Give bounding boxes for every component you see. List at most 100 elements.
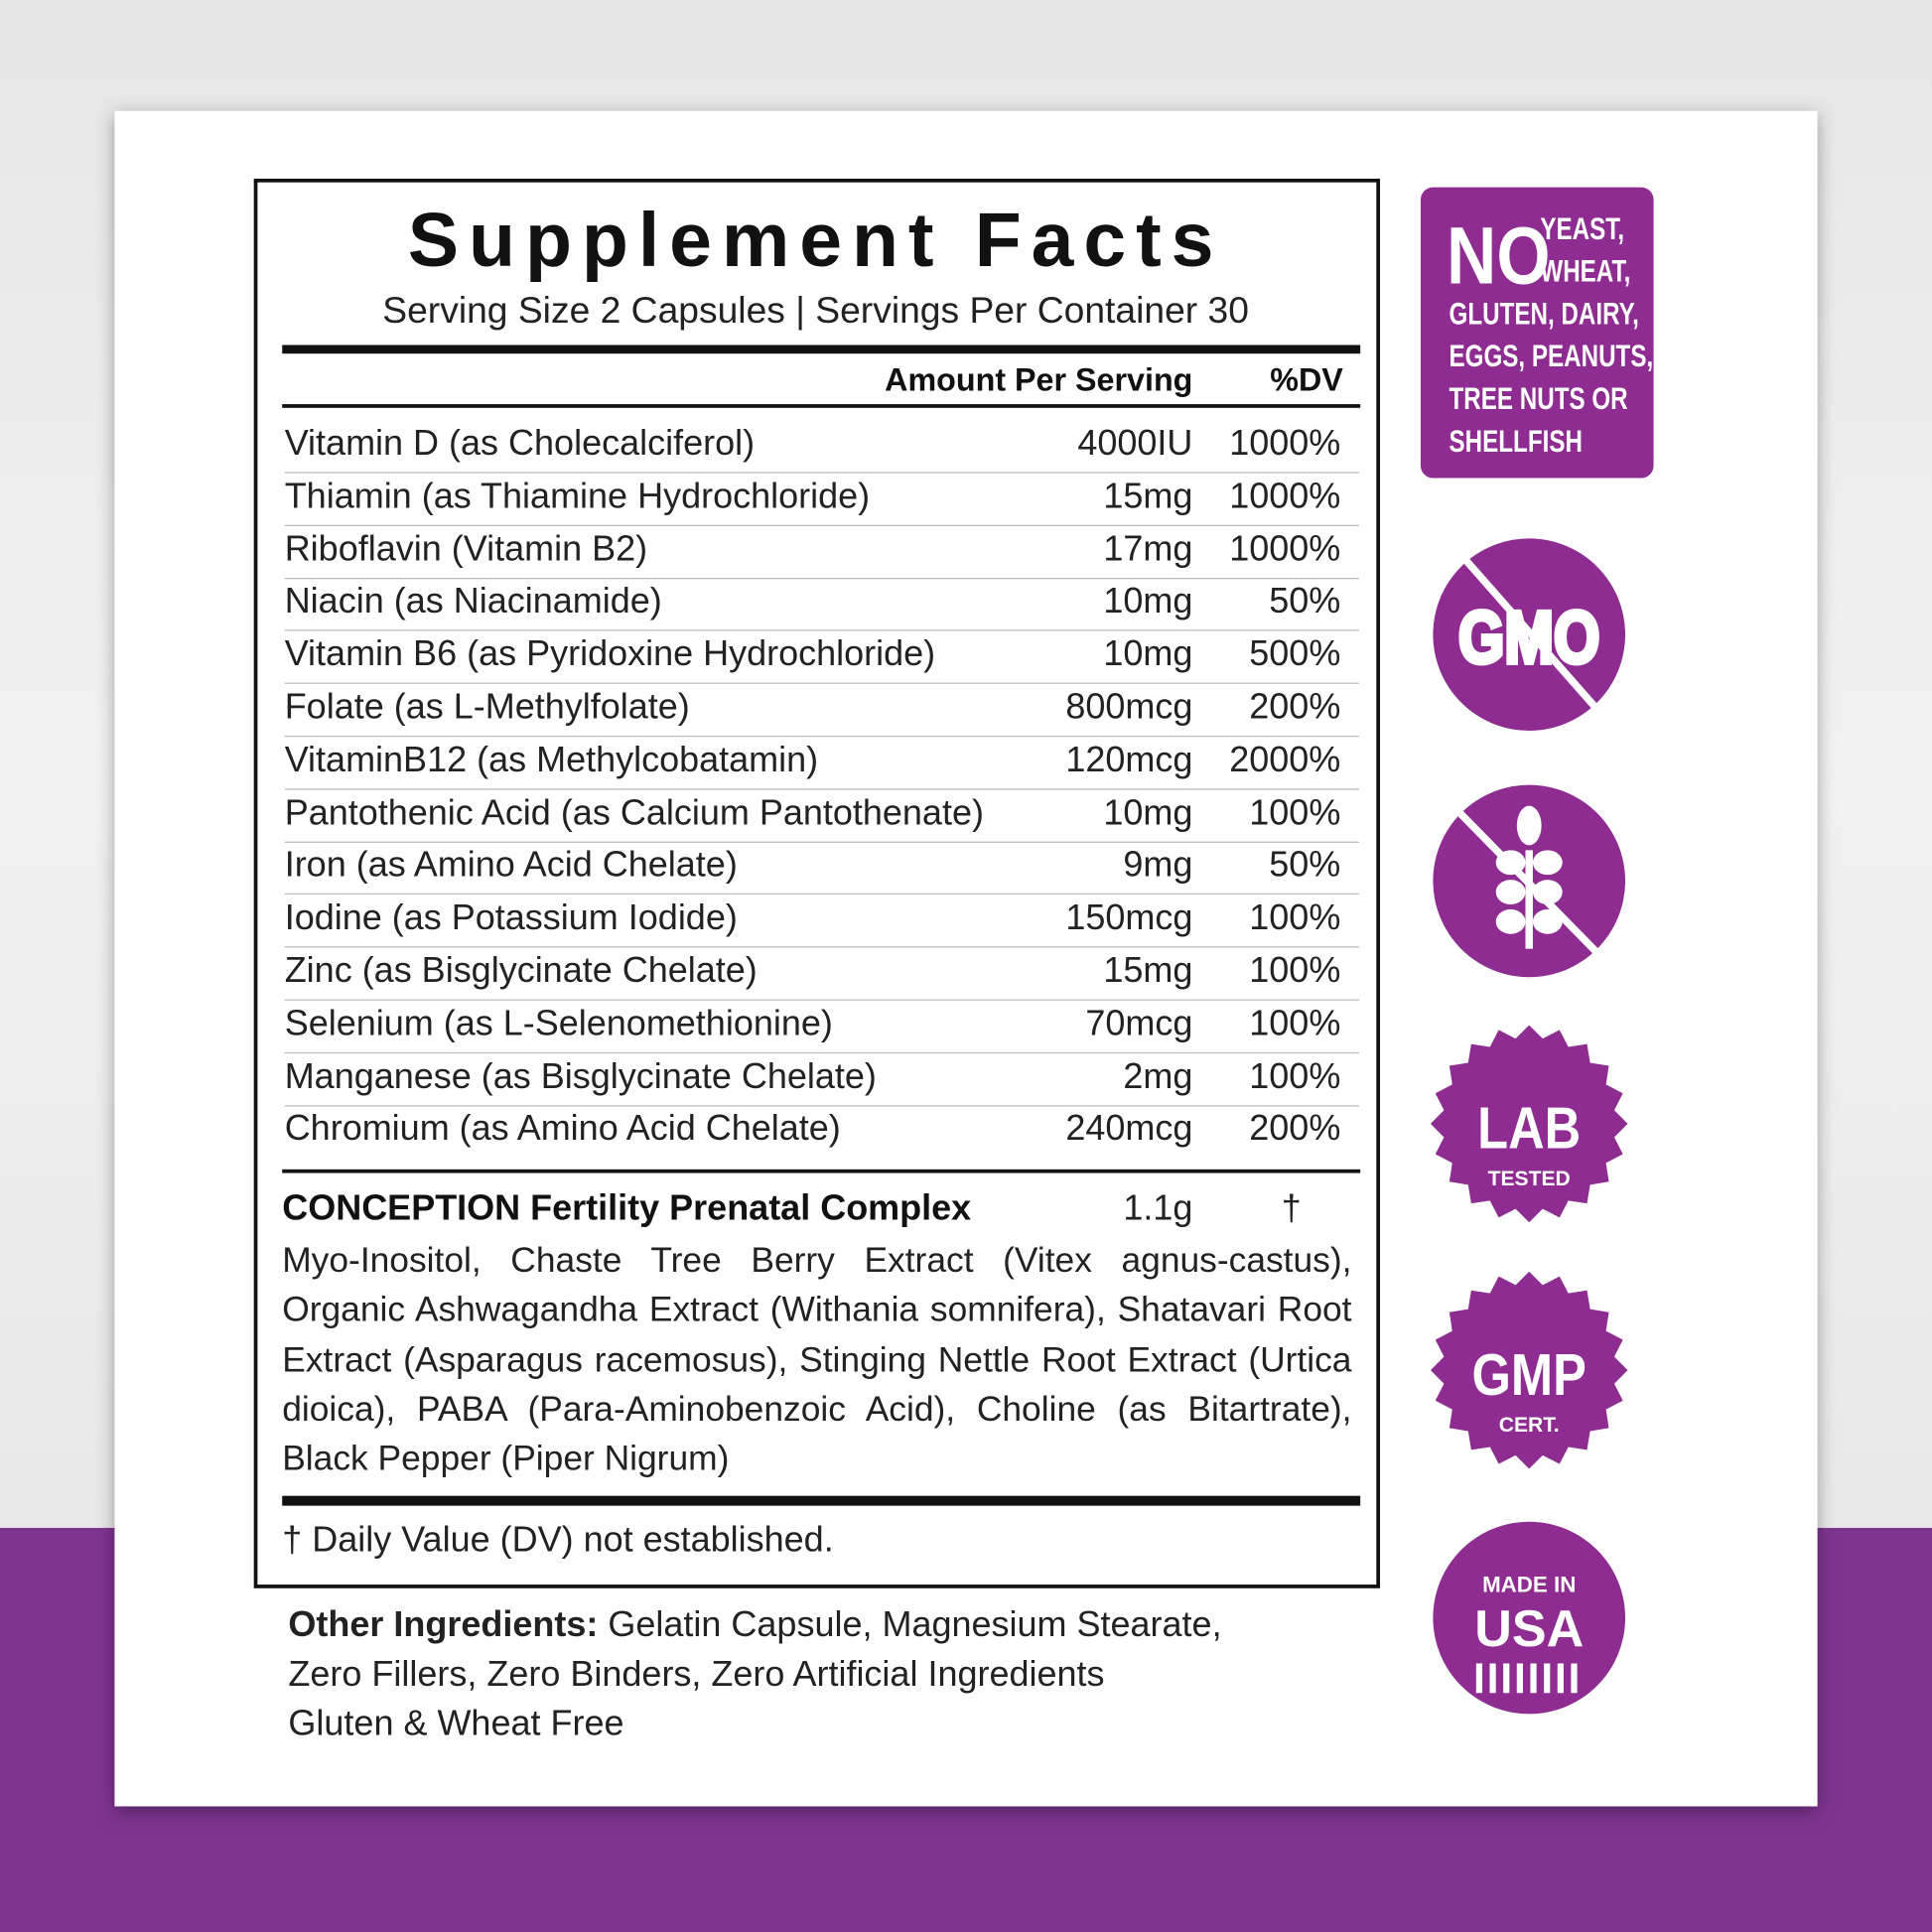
nutrient-name: Thiamin (as Thiamine Hydrochloride) bbox=[284, 477, 871, 516]
row-rule bbox=[284, 841, 1359, 843]
nutrient-name: Niacin (as Niacinamide) bbox=[284, 582, 662, 621]
rule bbox=[282, 404, 1361, 408]
nutrient-dv: 100% bbox=[1249, 951, 1341, 991]
other-text: Gelatin Capsule, Magnesium Stearate, bbox=[608, 1605, 1222, 1645]
row-rule bbox=[284, 999, 1359, 1001]
nutrient-amount: 17mg bbox=[1103, 529, 1193, 569]
nutrient-dv: 2000% bbox=[1229, 740, 1341, 780]
no-line: GLUTEN, DAIRY, bbox=[1449, 297, 1639, 332]
stripe bbox=[1571, 1663, 1578, 1694]
other-label: Other Ingredients: bbox=[288, 1605, 599, 1645]
nutrient-dv: 1000% bbox=[1229, 423, 1341, 464]
nutrient-name: Vitamin B6 (as Pyridoxine Hydrochloride) bbox=[284, 634, 936, 675]
nutrient-amount: 120mcg bbox=[1065, 740, 1193, 780]
nutrient-name: Iron (as Amino Acid Chelate) bbox=[284, 845, 738, 886]
nutrient-name: Manganese (as Bisglycinate Chelate) bbox=[284, 1056, 877, 1097]
row-rule bbox=[284, 894, 1359, 896]
no-text: NO bbox=[1447, 210, 1550, 302]
serving: Serving Size 2 Capsules | Servings Per C… bbox=[382, 290, 1249, 332]
nutrient-dv: 1000% bbox=[1229, 529, 1341, 569]
nutrient-name: Iodine (as Potassium Iodide) bbox=[284, 897, 738, 938]
nutrient-dv: 100% bbox=[1249, 897, 1341, 938]
other-line: Zero Fillers, Zero Binders, Zero Artific… bbox=[288, 1654, 1105, 1695]
nutrient-dv: 50% bbox=[1269, 582, 1341, 621]
nutrient-name: Zinc (as Bisglycinate Chelate) bbox=[284, 951, 758, 991]
rule bbox=[282, 1495, 1361, 1506]
nutrient-amount: 10mg bbox=[1103, 582, 1193, 621]
nutrient-dv: 500% bbox=[1249, 634, 1341, 675]
nutrient-dv: 100% bbox=[1249, 1056, 1341, 1097]
nutrient-dv: 50% bbox=[1269, 845, 1341, 886]
nutrient-dv: 100% bbox=[1249, 1004, 1341, 1043]
nutrient-dv: 100% bbox=[1249, 792, 1341, 833]
nutrient-amount: 240mcg bbox=[1065, 1109, 1193, 1150]
stripe bbox=[1530, 1663, 1537, 1694]
row-rule bbox=[284, 1051, 1359, 1053]
blend-name: CONCEPTION Fertility Prenatal Complex bbox=[282, 1188, 972, 1229]
no-line: SHELLFISH bbox=[1449, 424, 1583, 459]
blend-ingredients: Myo-Inositol, Chaste Tree Berry Extract … bbox=[282, 1240, 1352, 1479]
nutrient-name: Vitamin D (as Cholecalciferol) bbox=[284, 423, 756, 464]
gmp-badge bbox=[1430, 1271, 1628, 1469]
no-badge bbox=[1420, 187, 1654, 479]
nutrient-dv: 200% bbox=[1249, 687, 1341, 728]
nutrient-name: VitaminB12 (as Methylcobatamin) bbox=[284, 740, 819, 780]
no-line: YEAST, bbox=[1540, 211, 1624, 246]
row-rule bbox=[284, 788, 1359, 790]
stripe bbox=[1544, 1663, 1551, 1694]
stripe bbox=[1489, 1663, 1496, 1694]
nutrient-amount: 800mcg bbox=[1065, 687, 1193, 728]
slash bbox=[1457, 810, 1602, 958]
nutrient-name: Chromium (as Amino Acid Chelate) bbox=[284, 1109, 841, 1150]
gmp-sub: CERT. bbox=[1499, 1414, 1560, 1437]
row-rule bbox=[284, 682, 1359, 685]
nutrient-name: Selenium (as L-Selenomethionine) bbox=[284, 1004, 833, 1043]
gmp-text: GMP bbox=[1472, 1341, 1587, 1408]
stripe bbox=[1557, 1663, 1564, 1694]
stripe bbox=[1516, 1663, 1523, 1694]
usa-text: USA bbox=[1474, 1600, 1584, 1658]
nutrient-name: Folate (as L-Methylfolate) bbox=[284, 687, 690, 728]
rule bbox=[282, 1169, 1361, 1173]
stripe bbox=[1503, 1663, 1510, 1694]
nutrient-name: Pantothenic Acid (as Calcium Pantothenat… bbox=[284, 792, 984, 833]
rule bbox=[282, 345, 1361, 354]
nutrient-name: Riboflavin (Vitamin B2) bbox=[284, 529, 648, 569]
nutrient-amount: 10mg bbox=[1103, 634, 1193, 675]
nutrient-amount: 15mg bbox=[1103, 477, 1193, 516]
made-text: MADE IN bbox=[1482, 1573, 1576, 1597]
nutrient-amount: 70mcg bbox=[1085, 1004, 1193, 1043]
nutrient-dv: 200% bbox=[1249, 1109, 1341, 1150]
stripe bbox=[1475, 1663, 1483, 1694]
lab-sub: TESTED bbox=[1488, 1168, 1571, 1190]
row-rule bbox=[284, 735, 1359, 738]
nutrient-amount: 15mg bbox=[1103, 951, 1193, 991]
row-rule bbox=[284, 946, 1359, 948]
nutrient-amount: 2mg bbox=[1123, 1056, 1193, 1097]
nutrient-amount: 9mg bbox=[1123, 845, 1193, 886]
no-line: EGGS, PEANUTS, bbox=[1449, 339, 1654, 373]
slash bbox=[1463, 558, 1605, 718]
lab-badge bbox=[1430, 1025, 1628, 1223]
other-line: Gluten & Wheat Free bbox=[288, 1704, 624, 1744]
facts-box bbox=[253, 178, 1381, 1588]
row-rule bbox=[284, 472, 1359, 474]
col-amount: Amount Per Serving bbox=[885, 360, 1193, 398]
no-line: TREE NUTS OR bbox=[1449, 381, 1628, 416]
nutrient-amount: 4000IU bbox=[1077, 423, 1193, 464]
row-rule bbox=[284, 1104, 1359, 1107]
nutrient-dv: 1000% bbox=[1229, 477, 1341, 516]
nutrient-amount: 10mg bbox=[1103, 792, 1193, 833]
row-rule bbox=[284, 629, 1359, 631]
blend-amount: 1.1g bbox=[1123, 1188, 1193, 1229]
stripes bbox=[1475, 1663, 1578, 1694]
no-lines: YEAST, WHEAT, GLUTEN, DAIRY, EGGS, PEANUTS,… bbox=[1449, 211, 1654, 459]
col-dv: %DV bbox=[1270, 360, 1343, 398]
lab-text: LAB bbox=[1477, 1095, 1581, 1162]
gmo-text: GMO bbox=[1458, 597, 1599, 679]
row-rule bbox=[284, 577, 1359, 579]
nutrient-amount: 150mcg bbox=[1065, 897, 1193, 938]
